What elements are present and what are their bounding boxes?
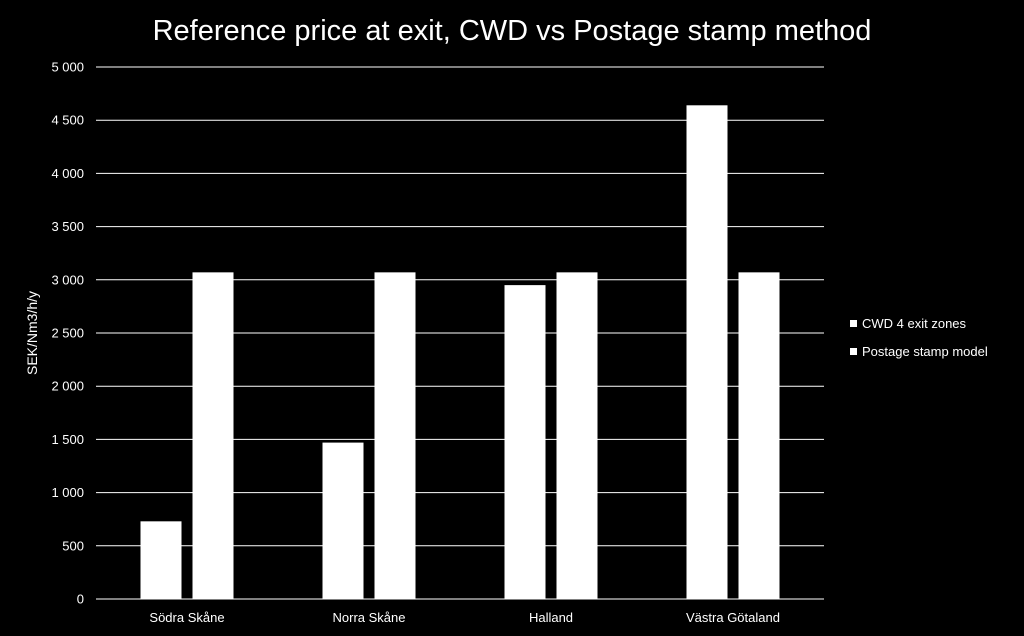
y-tick-label: 5 000 <box>51 60 84 75</box>
legend-label: CWD 4 exit zones <box>862 316 967 331</box>
y-tick-label: 3 000 <box>51 272 84 287</box>
y-tick-label: 500 <box>62 538 84 553</box>
bar-postage-3 <box>738 272 780 599</box>
bar-postage-2 <box>556 272 598 599</box>
y-tick-labels: 0 500 1 000 1 500 2 000 2 500 3 000 3 500 4 000 4… <box>51 60 84 607</box>
bar-cwd-0 <box>140 521 182 599</box>
x-tick-label: Södra Skåne <box>149 610 224 625</box>
x-tick-label: Halland <box>529 610 573 625</box>
bar-cwd-1 <box>322 442 364 599</box>
legend: CWD 4 exit zones Postage stamp model <box>850 316 988 359</box>
y-tick-label: 4 500 <box>51 113 84 128</box>
y-tick-label: 2 500 <box>51 326 84 341</box>
bars <box>140 105 780 599</box>
bar-cwd-3 <box>686 105 728 599</box>
x-tick-label: Västra Götaland <box>686 610 780 625</box>
bar-postage-1 <box>374 272 416 599</box>
y-tick-label: 1 500 <box>51 432 84 447</box>
y-axis-label: SEK/Nm3/h/y <box>24 291 40 375</box>
legend-swatch <box>850 348 857 355</box>
legend-label: Postage stamp model <box>862 344 988 359</box>
legend-swatch <box>850 320 857 327</box>
bar-postage-0 <box>192 272 234 599</box>
chart-title: Reference price at exit, CWD vs Postage … <box>153 15 872 47</box>
x-tick-label: Norra Skåne <box>333 610 406 625</box>
x-tick-labels: Södra Skåne Norra Skåne Halland Västra Göta… <box>149 610 780 625</box>
y-tick-label: 0 <box>77 592 84 607</box>
bar-cwd-2 <box>504 285 546 599</box>
y-tick-label: 2 000 <box>51 379 84 394</box>
y-tick-label: 4 000 <box>51 166 84 181</box>
y-tick-label: 3 500 <box>51 219 84 234</box>
y-tick-label: 1 000 <box>51 485 84 500</box>
